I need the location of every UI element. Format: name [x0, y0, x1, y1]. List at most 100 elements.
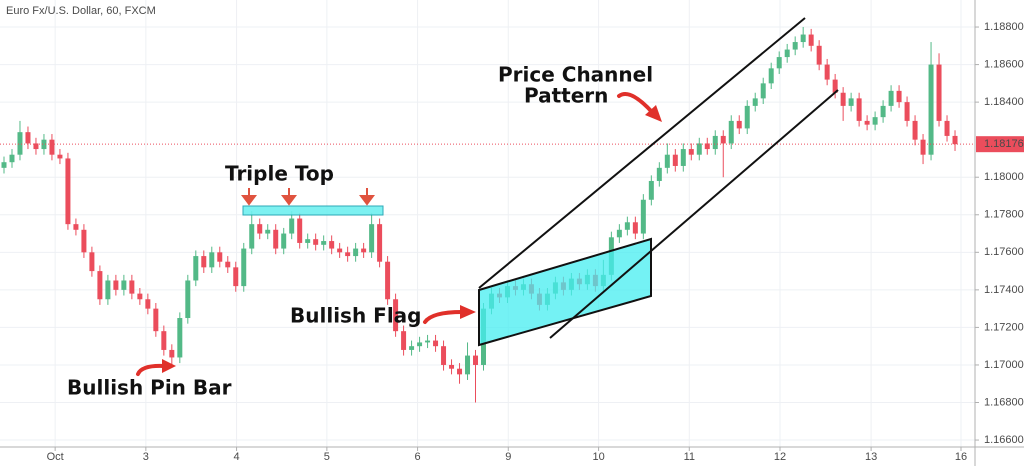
- resistance-box: [242, 205, 384, 216]
- candle-body: [153, 308, 159, 332]
- candle-body: [672, 154, 678, 166]
- candle-body: [353, 248, 359, 257]
- candle-body: [856, 98, 862, 121]
- pin-arrow-head: [162, 359, 176, 373]
- x-tick-label: 13: [865, 451, 877, 463]
- x-tick-label: 3: [143, 451, 149, 463]
- candle-body: [832, 79, 838, 93]
- candle-body: [728, 120, 734, 144]
- candle-body: [696, 143, 702, 155]
- candle-body: [904, 102, 910, 121]
- x-tick-label: 11: [684, 451, 695, 463]
- candle-body: [776, 57, 782, 69]
- price-channel-label: Pattern: [524, 84, 608, 108]
- candle-body: [369, 224, 375, 253]
- candle-body: [17, 132, 23, 155]
- candle-body: [656, 167, 662, 181]
- candle-body: [185, 280, 191, 319]
- candle-body: [640, 199, 646, 234]
- y-tick-label: 1.16600: [984, 434, 1024, 446]
- bullish-flag-label: Bullish Flag: [290, 304, 421, 328]
- arrow-heads: [162, 105, 662, 373]
- candle-body: [808, 34, 814, 46]
- candle-body: [313, 239, 319, 245]
- candle-body: [305, 239, 311, 243]
- flag-arrow-head: [460, 305, 476, 319]
- candle-body: [712, 135, 718, 150]
- x-tick-label: 12: [774, 451, 786, 463]
- channel-arrow: [617, 92, 654, 114]
- x-tick-label: Oct: [47, 451, 64, 463]
- y-tick-label: 1.17000: [984, 359, 1024, 371]
- candle-body: [872, 117, 878, 125]
- candle-body: [89, 252, 95, 272]
- chart-title: Euro Fx/U.S. Dollar, 60, FXCM: [6, 5, 156, 17]
- candle-body: [113, 280, 119, 290]
- candle-body: [257, 224, 263, 234]
- candle-body: [401, 331, 407, 350]
- candle-body: [760, 83, 766, 99]
- last-price-label: 1.18176: [984, 138, 1024, 150]
- y-tick-label: 1.18600: [984, 58, 1024, 70]
- candle-body: [265, 229, 271, 234]
- candle-body: [25, 132, 31, 144]
- candle-body: [624, 222, 630, 230]
- candle-body: [632, 222, 638, 234]
- candle-body: [465, 355, 471, 375]
- candle-body: [1, 162, 7, 168]
- x-tick-label: 9: [505, 451, 511, 463]
- y-tick-label: 1.18000: [984, 171, 1024, 183]
- price-channel-label: Price Channel: [498, 63, 653, 87]
- candle-body: [73, 224, 79, 230]
- x-tick-label: 10: [592, 451, 604, 463]
- candle-body: [744, 105, 750, 129]
- candle-body: [441, 346, 447, 365]
- candle-body: [473, 355, 479, 365]
- candle-body: [321, 241, 327, 245]
- candle-body: [848, 98, 854, 106]
- candle-body: [880, 105, 886, 118]
- candle-body: [704, 143, 710, 150]
- candle-body: [720, 135, 726, 144]
- candle-body: [145, 299, 151, 309]
- x-tick-label: 5: [324, 451, 330, 463]
- x-tick-label: 4: [233, 451, 239, 463]
- candle-body: [241, 248, 247, 287]
- down-arrows: [241, 188, 375, 206]
- pin-arrow: [136, 363, 166, 376]
- candle-body: [736, 120, 742, 129]
- y-tick-label: 1.17600: [984, 246, 1024, 258]
- candle-body: [768, 68, 774, 84]
- candle-body: [433, 340, 439, 347]
- candle-body: [816, 45, 822, 65]
- pin-bar-label: Bullish Pin Bar: [67, 376, 232, 400]
- candle-body: [936, 64, 942, 121]
- candle-body: [864, 120, 870, 125]
- candle-body: [33, 143, 39, 150]
- candle-body: [289, 218, 295, 234]
- candle-body: [273, 229, 279, 249]
- channel-lower: [549, 89, 839, 339]
- candle-body: [169, 349, 175, 358]
- last-price-box: [976, 136, 1024, 153]
- candle-body: [449, 364, 455, 369]
- channel-arrow-head: [645, 105, 662, 122]
- candle-body: [337, 248, 343, 253]
- triple-top-label: Triple Top: [225, 162, 334, 186]
- candle-body: [928, 64, 934, 155]
- candle-body: [105, 280, 111, 300]
- candle-body: [41, 139, 47, 150]
- candle-body: [912, 120, 918, 140]
- candle-body: [800, 34, 806, 43]
- candle-body: [824, 64, 830, 80]
- candle-body: [752, 98, 758, 106]
- candle-body: [457, 368, 463, 375]
- candle-body: [417, 342, 423, 347]
- candle-body: [688, 149, 694, 155]
- candle-body: [57, 154, 63, 159]
- candle-body: [784, 49, 790, 58]
- candle-body: [361, 248, 367, 253]
- channel-upper: [478, 17, 806, 289]
